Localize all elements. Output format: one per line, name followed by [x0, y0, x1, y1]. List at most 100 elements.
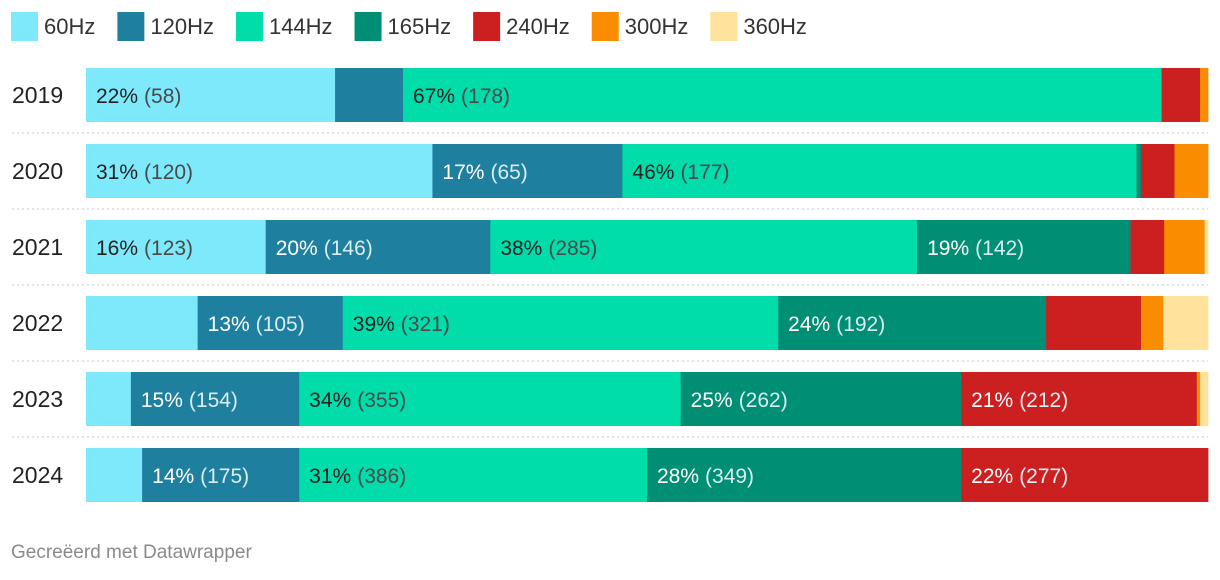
data-label-2024-165hz: 28% (349)	[657, 465, 754, 488]
bar-segment-2021-165hz	[917, 220, 1131, 274]
bar-segment-2023-144hz	[299, 372, 682, 426]
data-label-count: (285)	[548, 237, 597, 260]
legend-label-240hz: 240Hz	[506, 14, 570, 39]
bar-segment-2020-300hz	[1174, 144, 1209, 198]
bar-segment-2022-144hz	[342, 296, 779, 350]
data-label-count: (277)	[1019, 465, 1068, 488]
data-label-percent: 22%	[96, 85, 138, 108]
bar-segment-2023-360hz	[1200, 372, 1209, 426]
data-label-2021-120hz: 20% (146)	[276, 237, 373, 260]
data-label-count: (146)	[324, 237, 373, 260]
row-label-2021: 2021	[12, 234, 63, 260]
data-label-2019-60hz: 22% (58)	[96, 85, 181, 108]
data-label-2022-165hz: 24% (192)	[788, 313, 885, 336]
data-label-percent: 22%	[971, 465, 1013, 488]
data-label-count: (212)	[1019, 389, 1068, 412]
data-label-percent: 19%	[927, 237, 969, 260]
bar-segment-2020-165hz	[1136, 144, 1142, 198]
bar-segment-2021-240hz	[1130, 220, 1165, 274]
row-label-2019: 2019	[12, 82, 63, 108]
data-label-count: (65)	[490, 161, 527, 184]
data-label-count: (154)	[189, 389, 238, 412]
row-label-2022: 2022	[12, 310, 63, 336]
stacked-bar-chart: 60Hz 120Hz 144Hz 165Hz 240Hz 300Hz 360Hz 2019 22…	[11, 12, 1209, 502]
bar-segment-2023-165hz	[680, 372, 962, 426]
data-label-count: (192)	[836, 313, 885, 336]
data-label-percent: 28%	[657, 465, 699, 488]
bar-segment-2022-165hz	[778, 296, 1047, 350]
legend-swatch-300hz	[591, 12, 619, 41]
bar-segment-2019-120hz	[335, 68, 404, 122]
legend-swatch-360hz	[710, 12, 738, 41]
legend-label-300hz: 300Hz	[625, 14, 689, 39]
row-label-2023: 2023	[12, 386, 63, 412]
data-label-2023-120hz: 15% (154)	[141, 389, 238, 412]
data-label-2021-144hz: 38% (285)	[500, 237, 597, 260]
bar-segment-2023-120hz	[130, 372, 300, 426]
bar-segment-2024-165hz	[647, 448, 962, 502]
legend-swatch-165hz	[354, 12, 382, 41]
bar-segment-2024-240hz	[961, 448, 1209, 502]
legend-swatch-120hz	[117, 12, 145, 41]
data-label-count: (177)	[680, 161, 729, 184]
bar-segment-2021-300hz	[1164, 220, 1206, 274]
bar-segment-2023-60hz	[86, 372, 132, 426]
bar-segment-2020-120hz	[432, 144, 623, 198]
row-label-2020: 2020	[12, 158, 63, 184]
bar-segment-2019-240hz	[1161, 68, 1201, 122]
footer-credit: Gecreëerd met Datawrapper	[11, 542, 252, 563]
data-label-count: (386)	[357, 465, 406, 488]
data-label-2022-120hz: 13% (105)	[208, 313, 305, 336]
data-label-percent: 17%	[442, 161, 484, 184]
data-label-percent: 39%	[353, 313, 395, 336]
legend-swatch-240hz	[473, 12, 501, 41]
legend-label-60hz: 60Hz	[44, 14, 95, 39]
legend-swatch-60hz	[11, 12, 38, 41]
data-label-2022-144hz: 39% (321)	[353, 313, 450, 336]
data-label-percent: 21%	[971, 389, 1013, 412]
data-label-percent: 67%	[413, 85, 455, 108]
data-label-percent: 16%	[96, 237, 138, 260]
data-label-2021-165hz: 19% (142)	[927, 237, 1024, 260]
data-label-count: (349)	[705, 465, 754, 488]
bar-segment-2022-120hz	[197, 296, 344, 350]
bar-segment-2021-60hz	[86, 220, 267, 274]
data-label-2024-144hz: 31% (386)	[309, 465, 406, 488]
data-label-2023-240hz: 21% (212)	[971, 389, 1068, 412]
data-label-2021-60hz: 16% (123)	[96, 237, 193, 260]
bar-segment-2022-240hz	[1046, 296, 1142, 350]
bar-segment-2019-60hz	[86, 68, 336, 122]
data-label-percent: 13%	[208, 313, 250, 336]
bar-segment-2019-144hz	[403, 68, 1162, 122]
bar-segment-2021-360hz	[1204, 220, 1209, 274]
data-label-count: (175)	[200, 465, 249, 488]
data-label-2020-60hz: 31% (120)	[96, 161, 193, 184]
data-label-2020-144hz: 46% (177)	[632, 161, 729, 184]
legend-swatch-144hz	[235, 12, 263, 41]
data-label-count: (142)	[975, 237, 1024, 260]
bar-segment-2021-120hz	[265, 220, 491, 274]
data-label-2024-240hz: 22% (277)	[971, 465, 1068, 488]
bar-segment-2022-360hz	[1163, 296, 1209, 350]
bar-segment-2024-120hz	[142, 448, 300, 502]
data-label-percent: 31%	[96, 161, 138, 184]
bar-segment-2024-144hz	[299, 448, 648, 502]
data-label-percent: 15%	[141, 389, 183, 412]
legend-label-360hz: 360Hz	[743, 14, 807, 39]
data-label-2019-144hz: 67% (178)	[413, 85, 510, 108]
legend-label-144hz: 144Hz	[269, 14, 333, 39]
data-label-2023-144hz: 34% (355)	[309, 389, 406, 412]
bar-segment-2021-144hz	[490, 220, 918, 274]
bar-segment-2023-300hz	[1196, 372, 1201, 426]
data-label-count: (321)	[401, 313, 450, 336]
data-label-count: (262)	[739, 389, 788, 412]
bar-segment-2020-240hz	[1140, 144, 1175, 198]
data-label-percent: 46%	[632, 161, 674, 184]
bar-segment-2020-144hz	[622, 144, 1137, 198]
legend-label-165hz: 165Hz	[388, 14, 452, 39]
data-label-percent: 34%	[309, 389, 351, 412]
data-label-percent: 14%	[152, 465, 194, 488]
bar-segment-2022-300hz	[1141, 296, 1164, 350]
data-label-count: (123)	[144, 237, 193, 260]
data-label-percent: 24%	[788, 313, 830, 336]
